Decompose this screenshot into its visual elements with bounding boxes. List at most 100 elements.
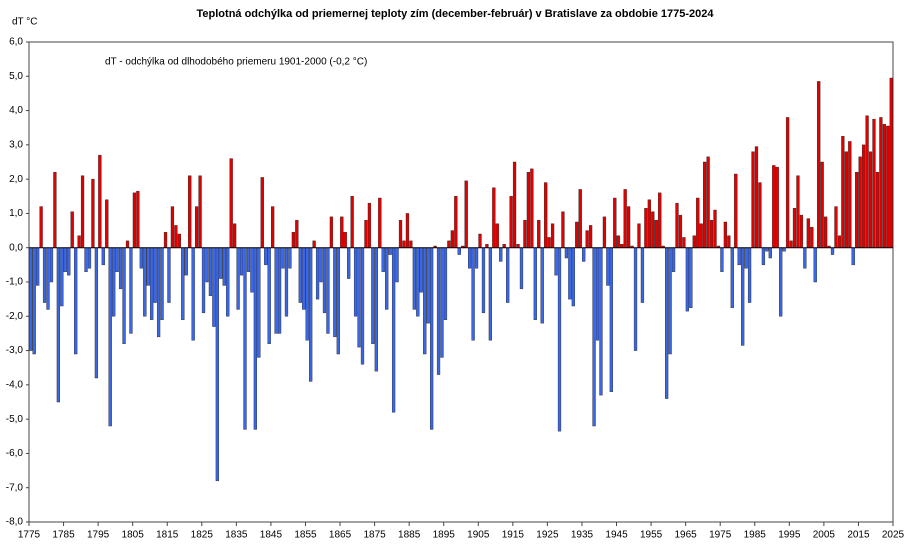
bar <box>575 221 579 248</box>
x-tick-label: 1775 <box>18 530 41 541</box>
bar <box>633 247 638 351</box>
bar <box>571 247 575 307</box>
bar <box>492 187 496 248</box>
bar <box>592 247 596 427</box>
bar <box>70 211 74 248</box>
bar <box>516 244 520 248</box>
bar <box>426 247 430 324</box>
bar <box>436 247 441 375</box>
bar <box>665 247 669 399</box>
bar <box>820 161 824 248</box>
bar <box>32 247 36 355</box>
bar <box>340 216 344 248</box>
bar <box>550 223 555 248</box>
bar <box>817 81 821 248</box>
bar <box>181 247 185 320</box>
bar <box>250 247 254 293</box>
bar <box>246 247 251 272</box>
bar <box>60 247 64 307</box>
bar <box>260 177 264 248</box>
bar <box>63 247 67 272</box>
bar <box>526 172 531 248</box>
bar <box>333 247 337 338</box>
bar <box>395 247 399 283</box>
bar <box>84 247 88 272</box>
bar <box>36 247 40 286</box>
bar <box>312 240 316 248</box>
bar <box>118 247 123 290</box>
bar <box>775 166 779 248</box>
bar <box>810 226 814 248</box>
y-tick-label: -1,0 <box>6 277 24 288</box>
bar <box>357 247 361 348</box>
bar <box>49 247 54 283</box>
bar <box>353 247 358 317</box>
bar <box>440 247 444 358</box>
bar <box>727 235 731 248</box>
bar <box>675 202 679 248</box>
y-tick-label: -6,0 <box>6 448 24 459</box>
bar <box>236 247 240 310</box>
bar <box>398 220 403 248</box>
bar <box>381 247 385 272</box>
bar <box>637 223 641 248</box>
bar <box>654 220 658 248</box>
bar <box>658 192 662 248</box>
bar <box>29 247 33 351</box>
bar <box>212 247 216 327</box>
bar <box>146 247 150 286</box>
bar <box>39 206 43 248</box>
bar <box>419 247 423 293</box>
bar <box>274 247 278 334</box>
bar <box>239 247 244 276</box>
bar <box>77 235 81 248</box>
bar <box>823 216 828 248</box>
bar <box>74 247 78 355</box>
bar <box>789 240 793 248</box>
bar <box>423 247 427 355</box>
y-tick-label: 3,0 <box>9 139 23 150</box>
x-tick-label: 2005 <box>813 530 836 541</box>
bar <box>360 247 365 365</box>
x-tick-label: 1935 <box>571 530 594 541</box>
bar <box>367 202 372 248</box>
bar <box>412 247 416 310</box>
x-tick-label: 1995 <box>778 530 801 541</box>
bar <box>291 232 296 248</box>
bar <box>841 136 845 248</box>
bar <box>706 156 710 248</box>
bar <box>153 247 157 303</box>
y-tick-label: 4,0 <box>9 105 23 116</box>
bar <box>405 213 410 248</box>
bar <box>402 240 406 248</box>
bar <box>343 232 347 248</box>
bar <box>792 208 797 248</box>
bar <box>295 220 299 248</box>
bar <box>848 141 852 248</box>
bar <box>758 182 762 248</box>
bar <box>257 247 261 358</box>
bar <box>772 165 776 248</box>
bar <box>626 206 631 248</box>
x-tick-label: 1925 <box>536 530 559 541</box>
bar <box>692 235 696 248</box>
bar <box>509 196 513 248</box>
bar <box>868 151 873 248</box>
bar <box>364 220 368 248</box>
bar <box>347 247 351 279</box>
x-tick-label: 1905 <box>467 530 490 541</box>
bar <box>713 209 717 248</box>
bar <box>378 197 382 248</box>
bar <box>734 173 738 248</box>
bar <box>416 247 420 317</box>
bar <box>46 247 50 310</box>
bar <box>865 115 869 248</box>
bar <box>519 247 524 290</box>
x-tick-label: 1865 <box>329 530 352 541</box>
y-axis-label: dT °C <box>12 17 38 28</box>
y-tick-label: 2,0 <box>9 174 23 185</box>
bar <box>720 247 724 272</box>
bar <box>703 161 707 248</box>
bar <box>42 247 47 303</box>
x-tick-label: 1975 <box>709 530 732 541</box>
